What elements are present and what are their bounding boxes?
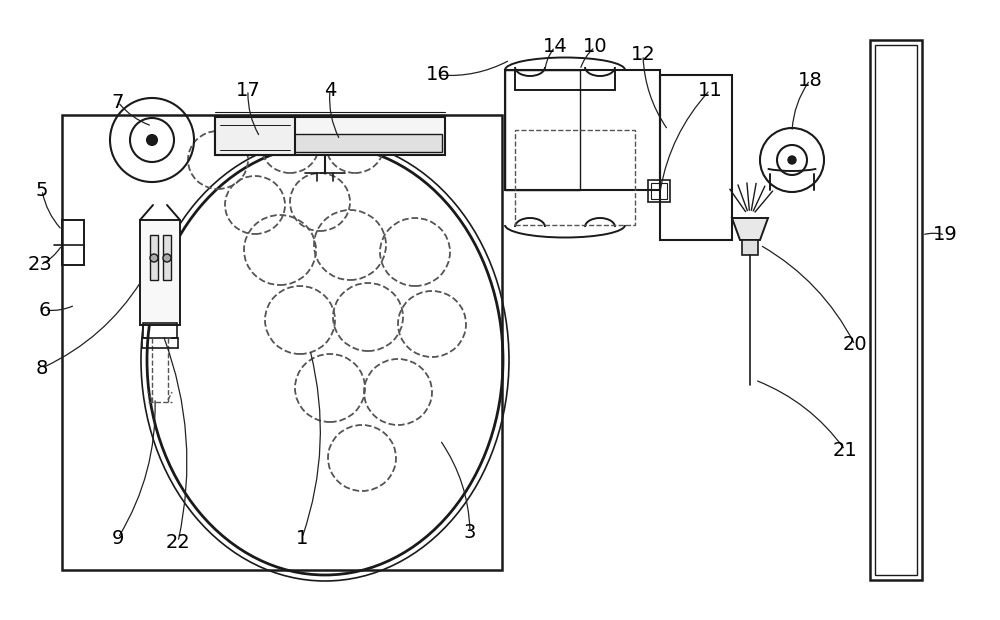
Bar (140, 220, 180, 325)
Text: 18: 18 (798, 71, 822, 89)
Text: 9: 9 (112, 528, 124, 547)
Bar (505, 70, 580, 190)
Text: 4: 4 (324, 81, 336, 99)
Text: 17: 17 (236, 81, 260, 99)
Text: 16: 16 (426, 66, 450, 84)
Bar (163, 235, 171, 280)
Bar (660, 75, 732, 240)
Bar (215, 117, 445, 155)
Bar (515, 130, 635, 225)
Bar (62, 220, 84, 265)
Bar (215, 117, 295, 155)
Circle shape (150, 254, 158, 262)
Ellipse shape (147, 145, 503, 575)
Bar (62, 115, 502, 570)
Text: 19: 19 (933, 226, 957, 244)
Bar (875, 45, 917, 575)
Text: 5: 5 (36, 180, 48, 200)
Bar (870, 40, 922, 580)
Bar (218, 134, 442, 152)
Text: 11: 11 (698, 81, 722, 99)
Bar (651, 183, 667, 199)
Text: 8: 8 (36, 358, 48, 378)
Polygon shape (732, 218, 768, 240)
Bar (648, 180, 670, 202)
Text: 1: 1 (296, 528, 308, 547)
Text: 7: 7 (112, 92, 124, 112)
Text: 6: 6 (39, 301, 51, 319)
Text: 3: 3 (464, 523, 476, 541)
Text: 23: 23 (28, 255, 52, 275)
Text: 22: 22 (166, 533, 190, 552)
Bar (150, 235, 158, 280)
Text: 10: 10 (583, 37, 607, 56)
Text: 12: 12 (631, 45, 655, 64)
Bar (742, 240, 758, 255)
Circle shape (147, 135, 157, 145)
Bar (143, 323, 177, 338)
Circle shape (788, 156, 796, 164)
Bar (505, 70, 660, 190)
Text: 20: 20 (843, 335, 867, 355)
Text: 21: 21 (833, 440, 857, 459)
Circle shape (163, 254, 171, 262)
Text: 14: 14 (543, 37, 567, 56)
